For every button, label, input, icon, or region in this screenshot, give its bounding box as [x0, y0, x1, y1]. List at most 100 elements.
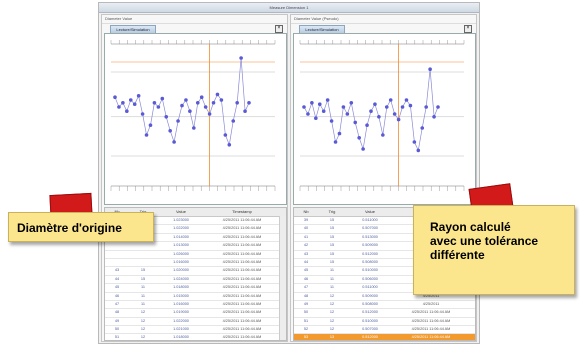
- table-row[interactable]: 48 12 0.509000 4/25/2011: [294, 293, 475, 301]
- tab-lecture-right[interactable]: Lecture/Simulation: [299, 25, 345, 33]
- table-row[interactable]: 1.022000 4/25/2011 11:06:44 AM: [105, 225, 286, 234]
- table-cell: 13: [329, 335, 335, 340]
- data-point: [227, 143, 232, 147]
- column-header-value[interactable]: Value: [365, 209, 375, 214]
- table-cell: 11: [330, 285, 334, 290]
- data-point: [168, 129, 172, 133]
- table-cell: 0.512000: [362, 335, 378, 340]
- callout-diametre-origine: Diamètre d'origine: [8, 212, 154, 242]
- table-cell: 11: [330, 276, 334, 281]
- data-point: [325, 98, 330, 102]
- table-row[interactable]: 1.014000 4/25/2011 11:06:44 AM: [105, 234, 286, 243]
- table-cell: 12: [140, 327, 146, 332]
- table-row[interactable]: 50 12 0.512000 4/25/2011 11:06:44 AM: [294, 309, 475, 318]
- table-row[interactable]: 48 12 1.019000 4/25/2011 11:06:44 AM: [105, 309, 286, 318]
- data-point: [113, 95, 117, 99]
- table-cell: 1.018000: [173, 335, 189, 340]
- column-header-trig[interactable]: Trig: [328, 209, 336, 214]
- table-row[interactable]: 51 12 1.018000 4/25/2011 11:06:44 AM: [105, 334, 286, 340]
- data-point: [353, 120, 358, 125]
- table-cell: 15: [329, 218, 335, 222]
- table-cell: 4/25/2011 11:06:44 AM: [222, 218, 262, 222]
- table-row[interactable]: 1.026000 4/25/2011 11:06:44 AM: [105, 251, 286, 259]
- table-cell: 15: [140, 276, 146, 281]
- table-row[interactable]: 47 11 1.016000 4/25/2011 11:06:44 AM: [105, 301, 286, 310]
- table-cell: 41: [303, 234, 309, 239]
- data-point: [424, 105, 428, 109]
- table-cell: 0.510000: [362, 318, 378, 323]
- table-row[interactable]: 53 13 0.512000 4/25/2011 11:06:44 AM: [294, 334, 475, 340]
- table-row[interactable]: 51 12 0.510000 4/25/2011 11:06:44 AM: [294, 318, 475, 327]
- column-header-nb[interactable]: Nb: [105, 208, 129, 216]
- table-cell: 4/25/2011 11:06:44 AM: [411, 327, 451, 332]
- table-row[interactable]: 1.016000 4/25/2011 11:06:44 AM: [105, 259, 286, 268]
- right-pane: Diameter Value (Pseudo) Lecture/Simulati…: [290, 14, 477, 342]
- table-cell: 0.508000: [362, 259, 378, 264]
- table-cell: 1.022000: [173, 226, 189, 231]
- table-row[interactable]: 45 11 1.018000 4/25/2011 11:06:44 AM: [105, 284, 286, 293]
- table-cell: 44: [114, 276, 120, 281]
- table-cell: 12: [329, 327, 335, 332]
- left-pane-header: Diameter Value: [102, 15, 287, 24]
- table-cell: 1.018000: [173, 285, 189, 290]
- table-row[interactable]: 46 11 1.015000 4/25/2011 11:06:44 AM: [105, 293, 286, 301]
- table-cell: 52: [303, 327, 309, 332]
- table-cell: 15: [329, 234, 335, 239]
- data-point: [345, 112, 350, 116]
- table-cell: 12: [329, 310, 335, 315]
- data-point: [361, 147, 365, 151]
- close-icon[interactable]: ×: [275, 25, 283, 33]
- scrollbar[interactable]: [279, 216, 286, 340]
- data-point: [184, 98, 188, 102]
- column-header-timestamp[interactable]: Timestamp: [232, 209, 252, 214]
- table-cell: 4/25/2011 11:06:44 AM: [411, 318, 451, 323]
- data-point: [432, 115, 436, 119]
- data-point: [388, 98, 393, 102]
- data-point: [180, 103, 184, 108]
- data-point: [404, 98, 409, 102]
- table-cell: 1.021000: [173, 327, 189, 332]
- table-row[interactable]: 44 15 1.024000 4/25/2011 11:06:44 AM: [105, 276, 286, 285]
- table-row[interactable]: 50 12 1.021000 4/25/2011 11:06:44 AM: [105, 326, 286, 335]
- table-row[interactable]: 1.013000 4/25/2011 11:06:44 AM: [105, 242, 286, 251]
- data-point: [121, 101, 125, 105]
- right-chart: [293, 33, 476, 205]
- table-row[interactable]: 49 12 1.022000 4/25/2011 11:06:44 AM: [105, 318, 286, 327]
- table-cell: 12: [140, 335, 146, 340]
- table-cell: 44: [303, 259, 309, 264]
- table-cell: 4/25/2011 11:06:44 AM: [411, 310, 451, 315]
- table-cell: 15: [329, 259, 335, 264]
- data-point: [156, 105, 161, 109]
- data-point: [136, 94, 141, 98]
- data-point: [416, 148, 421, 153]
- table-cell: [129, 251, 157, 258]
- tab-lecture-left[interactable]: Lecture/Simulation: [110, 25, 156, 33]
- table-cell: 0.510000: [362, 268, 378, 273]
- table-cell: 1.015000: [173, 293, 189, 298]
- table-cell: 15: [140, 268, 146, 273]
- table-cell: 50: [114, 327, 120, 332]
- data-point: [239, 56, 243, 60]
- data-point: [160, 96, 165, 101]
- table-cell: 15: [329, 243, 335, 248]
- table-cell: 12: [329, 318, 335, 323]
- data-point: [144, 133, 149, 137]
- table-cell: 4/25/2011 11:06:44 AM: [222, 310, 262, 315]
- table-row[interactable]: 52 12 0.507000 4/25/2011 11:06:44 AM: [294, 326, 475, 335]
- table-cell: 12: [140, 310, 146, 315]
- table-row[interactable]: 49 12 0.508000 4/25/2011: [294, 301, 475, 310]
- data-point: [337, 131, 342, 136]
- data-point: [132, 102, 137, 106]
- column-header-value[interactable]: Value: [176, 209, 186, 214]
- column-header-nb[interactable]: Nb: [303, 209, 309, 214]
- table-row[interactable]: 43 15 1.020000 4/25/2011 11:06:44 AM: [105, 267, 286, 276]
- table-cell: 4/25/2011: [422, 293, 440, 298]
- close-icon[interactable]: ×: [464, 25, 472, 33]
- table-cell: 0.507000: [362, 327, 378, 332]
- column-header-trig[interactable]: Trig: [129, 208, 157, 216]
- data-point: [243, 109, 247, 113]
- data-point: [412, 140, 417, 144]
- table-cell: 11: [141, 285, 145, 290]
- table-row[interactable]: 1.023000 4/25/2011 11:06:44 AM: [105, 217, 286, 226]
- table-cell: 49: [114, 318, 120, 323]
